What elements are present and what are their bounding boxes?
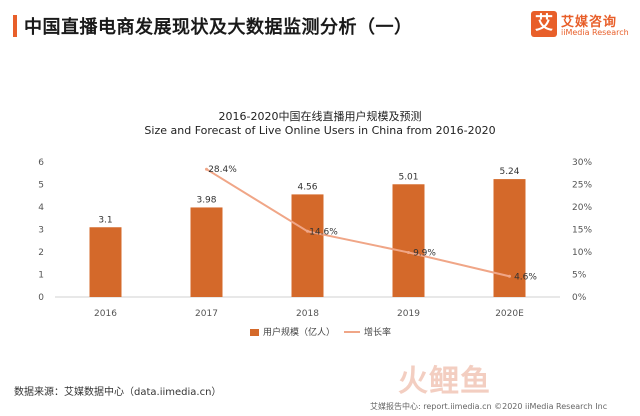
bar <box>190 207 223 297</box>
chart-title-cn: 2016-2020中国在线直播用户规模及预测 <box>218 110 422 123</box>
y-tick-label: 2 <box>38 248 44 258</box>
x-tick-label: 2017 <box>195 309 218 319</box>
y2-tick-label: 20% <box>572 203 592 213</box>
growth-rate-line <box>205 168 510 278</box>
bar <box>392 184 425 297</box>
growth-rate-label: 14.6% <box>309 227 338 237</box>
bar-value-label: 4.56 <box>297 182 317 192</box>
page-title: 中国直播电商发展现状及大数据监测分析（一） <box>24 17 413 38</box>
y-tick-label: 4 <box>38 203 44 213</box>
growth-rate-point <box>205 167 208 171</box>
brand-subtitle: iiMedia Research <box>561 28 629 37</box>
bar <box>89 227 122 297</box>
growth-rate-label: 9.9% <box>413 248 436 258</box>
growth-rate-label: 4.6% <box>514 272 537 282</box>
growth-rate-label: 28.4% <box>208 165 237 175</box>
legend-line-label: 增长率 <box>364 326 391 338</box>
watermark-logo: 火鲤鱼 <box>398 364 491 399</box>
y-tick-label: 5 <box>38 181 44 191</box>
footer-note: 艾媒报告中心: report.iimedia.cn ©2020 iiMedia … <box>370 402 608 411</box>
title-accent-bar <box>13 15 17 37</box>
growth-rate-point <box>508 274 511 278</box>
y-tick-label: 6 <box>38 158 44 168</box>
y-tick-label: 3 <box>38 226 44 236</box>
legend-bar-swatch <box>250 329 259 336</box>
y2-tick-label: 5% <box>572 271 587 281</box>
bar-value-label: 5.01 <box>398 172 418 182</box>
growth-rate-point <box>306 229 309 233</box>
y2-tick-label: 15% <box>572 226 592 236</box>
brand-logo-icon: 艾 <box>531 11 557 37</box>
chart-title-en: Size and Forecast of Live Online Users i… <box>144 124 496 137</box>
y-tick-label: 0 <box>38 293 44 303</box>
bar <box>291 194 324 297</box>
x-tick-label: 2018 <box>296 309 319 319</box>
y2-tick-label: 10% <box>572 248 592 258</box>
bar-value-label: 5.24 <box>499 167 519 177</box>
growth-rate-point <box>407 250 410 254</box>
y2-tick-label: 25% <box>572 181 592 191</box>
x-tick-label: 2019 <box>397 309 420 319</box>
x-tick-label: 2016 <box>94 309 117 319</box>
y2-tick-label: 30% <box>572 158 592 168</box>
brand-name: 艾媒咨询 <box>561 15 618 30</box>
legend-bar-label: 用户规模（亿人） <box>263 326 335 338</box>
x-tick-label: 2020E <box>495 309 524 319</box>
data-source: 数据来源：艾媒数据中心（data.iimedia.cn） <box>14 387 222 398</box>
bar-value-label: 3.1 <box>98 215 112 225</box>
y2-tick-label: 0% <box>572 293 587 303</box>
y-tick-label: 1 <box>38 271 44 281</box>
bar-value-label: 3.98 <box>196 195 216 205</box>
